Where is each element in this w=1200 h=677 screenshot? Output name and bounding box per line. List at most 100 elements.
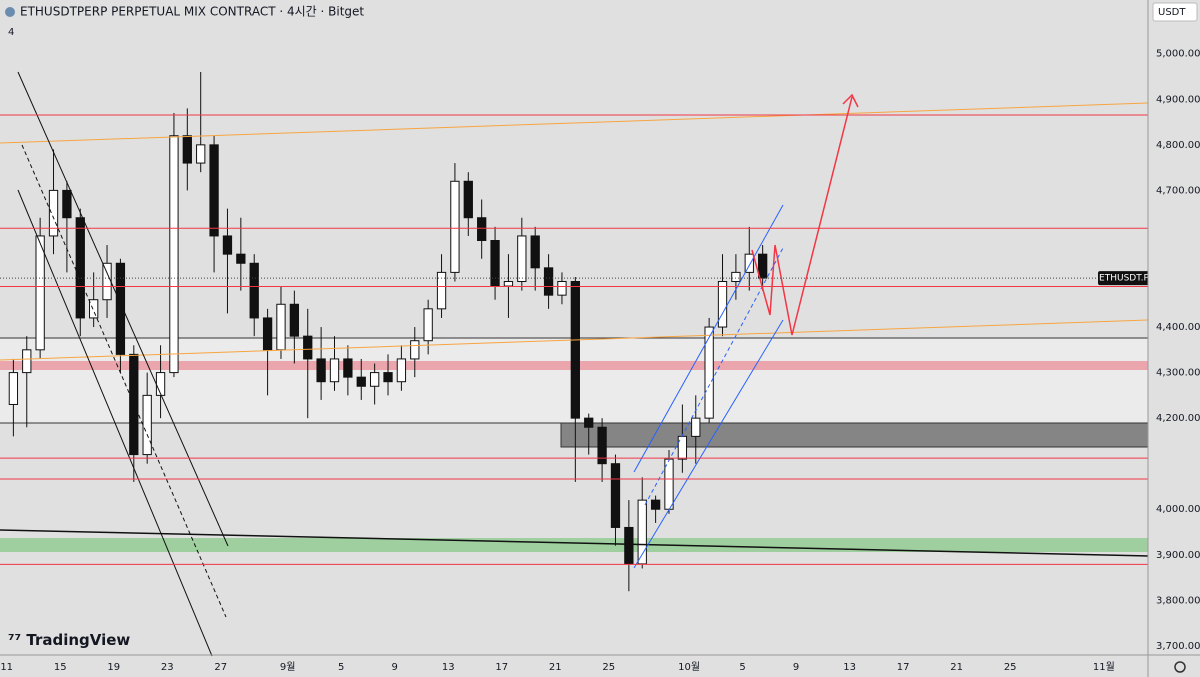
candle-body xyxy=(289,303,300,337)
candle-body xyxy=(731,271,741,282)
symbol-label-bg xyxy=(1098,271,1150,286)
candle-body xyxy=(262,317,273,351)
candle-body xyxy=(423,308,433,342)
logo-mark: ⁷⁷ xyxy=(8,631,26,649)
symbol-label: ETHUSDT.P xyxy=(1099,274,1149,284)
candle-body xyxy=(169,135,179,374)
candle-body xyxy=(75,217,85,319)
channel-line xyxy=(633,204,784,473)
x-tick-label: 9 xyxy=(392,662,398,673)
symbol-icon xyxy=(5,7,15,17)
candle-body xyxy=(410,340,420,360)
x-tick-label: 21 xyxy=(549,662,562,673)
candle-body xyxy=(530,235,540,269)
y-tick-label: 3,800.00 xyxy=(1156,595,1200,606)
x-tick-label: 5 xyxy=(338,662,344,673)
candle-body xyxy=(276,303,286,351)
candle-body xyxy=(584,417,594,428)
x-tick-label: 25 xyxy=(1004,662,1017,673)
drawings xyxy=(0,71,1149,657)
candle-body xyxy=(477,217,487,242)
candle-body xyxy=(717,280,728,328)
channel-line xyxy=(633,319,784,569)
candle-body xyxy=(356,376,366,387)
x-tick-label: 13 xyxy=(442,662,455,673)
candle-body xyxy=(624,526,634,565)
candle-body xyxy=(597,426,607,465)
logo-text: TradingView xyxy=(26,631,130,649)
x-tick-label: 17 xyxy=(897,662,910,673)
candle-body xyxy=(610,463,621,528)
candle-body xyxy=(463,180,473,219)
candle-body xyxy=(557,280,567,296)
candle-body xyxy=(329,358,340,383)
x-tick-label: 25 xyxy=(602,662,615,673)
candle-body xyxy=(236,253,246,264)
projection-arrow xyxy=(751,96,853,336)
candle-body xyxy=(22,349,32,374)
candle-body xyxy=(102,262,112,301)
candle-body xyxy=(570,280,580,419)
candle-body xyxy=(650,499,661,510)
y-tick-label: 4,400.00 xyxy=(1156,322,1200,333)
indicator-label: 4 xyxy=(8,27,14,38)
channel-line xyxy=(17,189,213,657)
candle-body xyxy=(369,372,380,387)
settings-icon[interactable] xyxy=(1174,661,1186,673)
green-zone xyxy=(0,538,1148,552)
candle-body xyxy=(503,280,514,287)
x-tick-label: 23 xyxy=(161,662,174,673)
candle-body xyxy=(62,189,72,219)
candle-body xyxy=(35,235,45,351)
arrow-head xyxy=(842,93,859,108)
x-tick-label: 11월 xyxy=(1093,661,1115,673)
candle-body xyxy=(758,253,768,279)
candle-body xyxy=(115,262,126,355)
candle-body xyxy=(543,267,554,296)
trend-line xyxy=(0,102,1149,144)
x-tick-label: 9월 xyxy=(280,661,296,673)
y-tick-label: 5,000.00 xyxy=(1156,49,1200,60)
candle-body xyxy=(209,144,219,237)
candles xyxy=(8,71,768,592)
currency[interactable]: USDT xyxy=(1158,7,1186,18)
candle-body xyxy=(436,271,447,310)
channel-line xyxy=(17,71,229,547)
candle-body xyxy=(8,372,19,405)
y-tick-label: 4,300.00 xyxy=(1156,368,1200,379)
price-axis xyxy=(1148,0,1200,677)
trend-line xyxy=(0,319,1149,361)
candle-body xyxy=(383,372,393,383)
candle-body xyxy=(249,262,259,319)
channel-line xyxy=(21,144,227,618)
x-tick-label: 13 xyxy=(843,662,856,673)
x-tick-label: 21 xyxy=(950,662,963,673)
dark-zone xyxy=(560,422,1149,448)
candle-body xyxy=(517,235,527,282)
x-tick-label: 17 xyxy=(495,662,508,673)
y-tick-label: 3,900.00 xyxy=(1156,550,1200,561)
candle-body xyxy=(222,235,233,255)
x-tick-label: 10월 xyxy=(678,661,700,673)
candle-body xyxy=(744,253,754,273)
y-tick-label: 4,800.00 xyxy=(1156,140,1200,151)
candle-body xyxy=(490,240,500,287)
candle-body xyxy=(704,326,714,419)
candle-body xyxy=(343,358,353,378)
candle-body xyxy=(316,358,326,383)
candle-body xyxy=(155,372,166,396)
logo: ⁷⁷ TradingView xyxy=(8,631,130,649)
candle-body xyxy=(691,417,701,437)
trend-line xyxy=(0,529,1149,557)
x-tick-label: 9 xyxy=(793,662,799,673)
y-tick-label: 4,200.00 xyxy=(1156,413,1200,424)
x-tick-label: 11 xyxy=(0,662,13,673)
candle-body xyxy=(396,358,407,383)
candle-body xyxy=(182,135,192,164)
currency-button[interactable] xyxy=(1152,2,1198,22)
x-tick-label: 27 xyxy=(214,662,227,673)
x-tick-label: 5 xyxy=(739,662,745,673)
x-tick-label: 19 xyxy=(107,662,120,673)
candle-body xyxy=(450,180,460,273)
